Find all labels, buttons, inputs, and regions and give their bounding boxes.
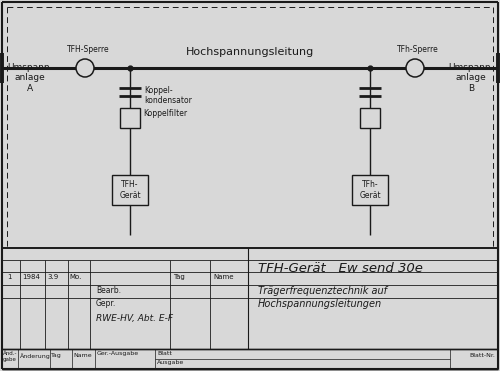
Text: 3.9: 3.9 xyxy=(47,274,58,280)
Text: TFh-
Gerät: TFh- Gerät xyxy=(359,180,381,200)
Text: TFH-Sperre: TFH-Sperre xyxy=(67,45,110,54)
Text: Blatt: Blatt xyxy=(157,351,172,356)
Text: Änderung: Änderung xyxy=(20,353,51,359)
Circle shape xyxy=(406,59,424,77)
Text: Änd.-
gabe: Änd.- gabe xyxy=(3,351,18,362)
Text: Koppelfilter: Koppelfilter xyxy=(143,108,187,118)
Text: Umspann-
anlage
B: Umspann- anlage B xyxy=(448,63,494,93)
Text: Gepr.: Gepr. xyxy=(96,299,116,308)
Circle shape xyxy=(76,59,94,77)
Text: Hochspannungsleitung: Hochspannungsleitung xyxy=(186,47,314,57)
Text: 1984: 1984 xyxy=(22,274,40,280)
Bar xyxy=(120,108,140,128)
Text: Ausgabe: Ausgabe xyxy=(157,360,184,365)
Text: Blatt-Nr.: Blatt-Nr. xyxy=(469,353,495,358)
Text: TFH-Gerät   Ew send 30e: TFH-Gerät Ew send 30e xyxy=(258,262,423,275)
Text: Mo.: Mo. xyxy=(69,274,82,280)
Text: TFh-Sperre: TFh-Sperre xyxy=(397,45,439,54)
Text: Hochspannungsleitungen: Hochspannungsleitungen xyxy=(258,299,382,309)
Text: Name: Name xyxy=(73,353,92,358)
Text: Trägerfrequenztechnik auf: Trägerfrequenztechnik auf xyxy=(258,286,387,296)
Text: TFH-
Gerät: TFH- Gerät xyxy=(119,180,141,200)
Text: 1: 1 xyxy=(7,274,12,280)
Bar xyxy=(360,108,380,128)
Bar xyxy=(352,175,388,205)
Text: Tag: Tag xyxy=(173,274,185,280)
Text: Umspann-
anlage
A: Umspann- anlage A xyxy=(7,63,53,93)
Text: Bearb.: Bearb. xyxy=(96,286,121,295)
Text: Koppel-
kondensator: Koppel- kondensator xyxy=(144,86,192,105)
Text: Tag: Tag xyxy=(51,353,62,358)
Bar xyxy=(112,175,148,205)
Text: RWE-HV, Abt. E-F: RWE-HV, Abt. E-F xyxy=(96,314,173,323)
Text: Ger.-Ausgabe: Ger.-Ausgabe xyxy=(97,351,139,356)
Text: Name: Name xyxy=(213,274,234,280)
